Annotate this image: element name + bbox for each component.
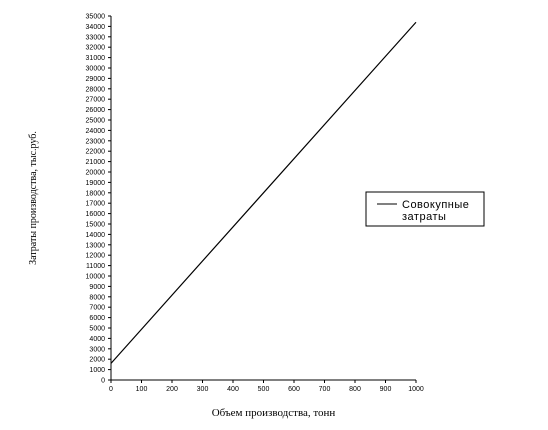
legend-label-line2: затраты [402, 211, 446, 223]
y-tick-label: 29000 [86, 76, 106, 83]
y-tick-label: 31000 [86, 55, 106, 62]
x-tick-label: 1000 [408, 386, 424, 393]
y-tick-label: 6000 [89, 315, 105, 322]
y-tick-label: 8000 [89, 294, 105, 301]
series [110, 21, 417, 364]
legend: Совокупные затраты [365, 191, 485, 227]
legend-box [365, 191, 485, 227]
x-tick-label: 400 [227, 386, 239, 393]
x-tick-label: 200 [166, 386, 178, 393]
y-tick-label: 24000 [86, 128, 106, 135]
y-tick-label: 20000 [86, 170, 106, 177]
x-tick-label: 0 [109, 386, 113, 393]
y-tick-label: 14000 [86, 232, 106, 239]
y-axis-title: Затраты производства, тыс.руб. [28, 131, 39, 265]
y-tick-label: 15000 [86, 222, 106, 229]
y-tick-label: 13000 [86, 242, 106, 249]
y-tick-label: 19000 [86, 180, 106, 187]
y-tick-label: 17000 [86, 201, 106, 208]
x-tick-label: 700 [319, 386, 331, 393]
y-tick-label: 3000 [89, 346, 105, 353]
y-tick-label: 7000 [89, 305, 105, 312]
x-tick-label: 100 [136, 386, 148, 393]
y-tick-label: 12000 [86, 253, 106, 260]
y-tick-label: 22000 [86, 149, 106, 156]
y-tick-label: 16000 [86, 211, 106, 218]
y-tick-label: 4000 [89, 336, 105, 343]
y-tick-label: 2000 [89, 357, 105, 364]
y-tick-label: 0 [101, 378, 105, 385]
y-tick-label: 28000 [86, 86, 106, 93]
y-tick-label: 1000 [89, 367, 105, 374]
y-tick-label: 10000 [86, 274, 106, 281]
y-tick-label: 5000 [89, 326, 105, 333]
series-line [110, 21, 417, 364]
x-tick-label: 500 [258, 386, 270, 393]
y-tick-label: 30000 [86, 66, 106, 73]
y-tick-label: 34000 [86, 24, 106, 31]
y-tick-label: 35000 [86, 14, 106, 21]
x-tick-label: 600 [288, 386, 300, 393]
y-tick-label: 32000 [86, 45, 106, 52]
ticks: 0100020003000400050006000700080009000100… [86, 14, 424, 394]
y-tick-label: 21000 [86, 159, 106, 166]
y-tick-label: 23000 [86, 138, 106, 145]
legend-label-line1: Совокупные [402, 199, 469, 211]
y-tick-label: 33000 [86, 34, 106, 41]
y-tick-label: 11000 [86, 263, 105, 270]
x-axis-title: Объем производства, тонн [212, 407, 336, 419]
x-tick-label: 800 [349, 386, 361, 393]
y-tick-label: 18000 [86, 190, 106, 197]
y-tick-label: 9000 [89, 284, 105, 291]
y-tick-label: 27000 [86, 97, 106, 104]
y-tick-label: 25000 [86, 118, 106, 125]
x-tick-label: 900 [380, 386, 392, 393]
y-tick-label: 26000 [86, 107, 106, 114]
x-tick-label: 300 [197, 386, 209, 393]
